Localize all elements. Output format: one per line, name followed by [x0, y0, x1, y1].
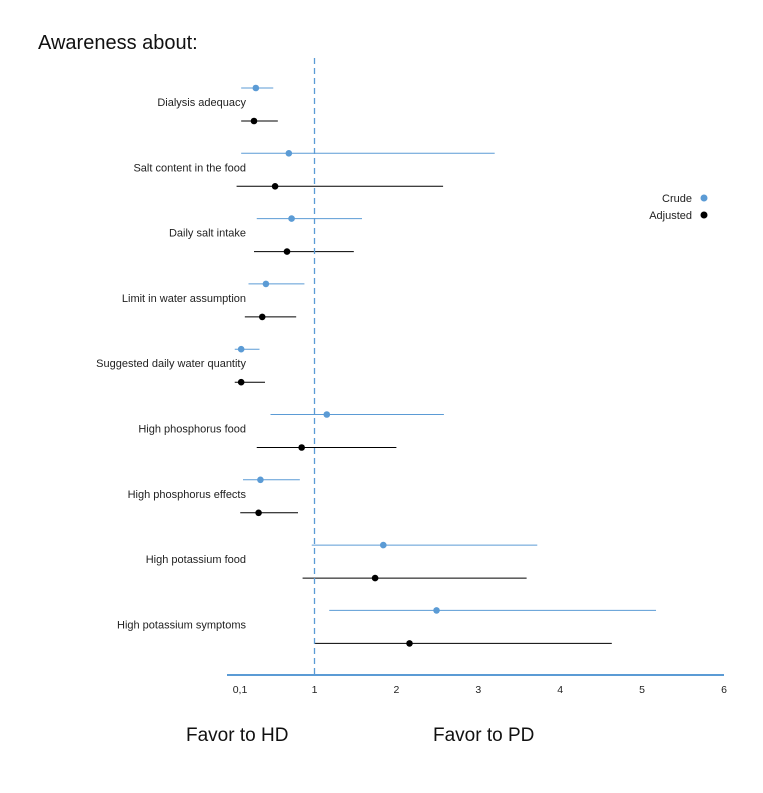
- x-tick-label: 2: [393, 684, 399, 696]
- x-tick-label: 0,1: [233, 684, 248, 696]
- category-label: Limit in water assumption: [122, 293, 246, 305]
- legend-marker-crude: [700, 194, 708, 202]
- category-label: Salt content in the food: [133, 162, 246, 174]
- crude-point: [257, 476, 264, 484]
- x-axis-ticks: 0,1 1 2 3 4 5 6: [233, 684, 727, 696]
- adjusted-point: [271, 183, 279, 190]
- x-tick-label: 6: [721, 684, 727, 696]
- crude-point: [323, 411, 331, 418]
- category-label: Dialysis adequacy: [157, 97, 246, 109]
- favor-hd-label: Favor to HD: [186, 725, 288, 746]
- adjusted-point: [371, 574, 379, 582]
- chart-title: Awareness about:: [38, 32, 198, 54]
- crude-point: [288, 215, 295, 222]
- adjusted-point: [298, 444, 305, 451]
- x-tick-label: 5: [639, 684, 645, 696]
- adjusted-point: [406, 640, 413, 647]
- category-label: High phosphorus effects: [128, 489, 247, 501]
- category-label: High potassium food: [146, 554, 246, 566]
- category-label: Daily salt intake: [169, 228, 246, 240]
- forest-rows: Dialysis adequacy Salt content in the foo…: [96, 84, 657, 647]
- crude-point: [262, 280, 270, 288]
- adjusted-point: [237, 378, 245, 386]
- adjusted-point: [250, 117, 258, 125]
- crude-point: [285, 150, 293, 157]
- crude-point: [433, 607, 440, 614]
- adjusted-point: [258, 313, 266, 321]
- adjusted-point: [283, 248, 291, 255]
- crude-point: [379, 541, 387, 549]
- category-label: Suggested daily water quantity: [96, 358, 246, 370]
- x-tick-label: 4: [557, 684, 563, 696]
- x-tick-label: 1: [312, 684, 318, 696]
- category-label: High phosphorus food: [138, 424, 246, 436]
- legend-marker-adjusted: [700, 211, 708, 219]
- favor-pd-label: Favor to PD: [433, 725, 534, 746]
- category-label: High potassium symptoms: [117, 619, 246, 631]
- legend-label-crude: Crude: [662, 193, 692, 205]
- crude-point: [237, 345, 245, 353]
- crude-point: [252, 84, 260, 92]
- x-tick-label: 3: [475, 684, 481, 696]
- adjusted-point: [255, 509, 262, 517]
- legend: Crude Adjusted: [649, 193, 708, 222]
- legend-label-adjusted: Adjusted: [649, 210, 692, 222]
